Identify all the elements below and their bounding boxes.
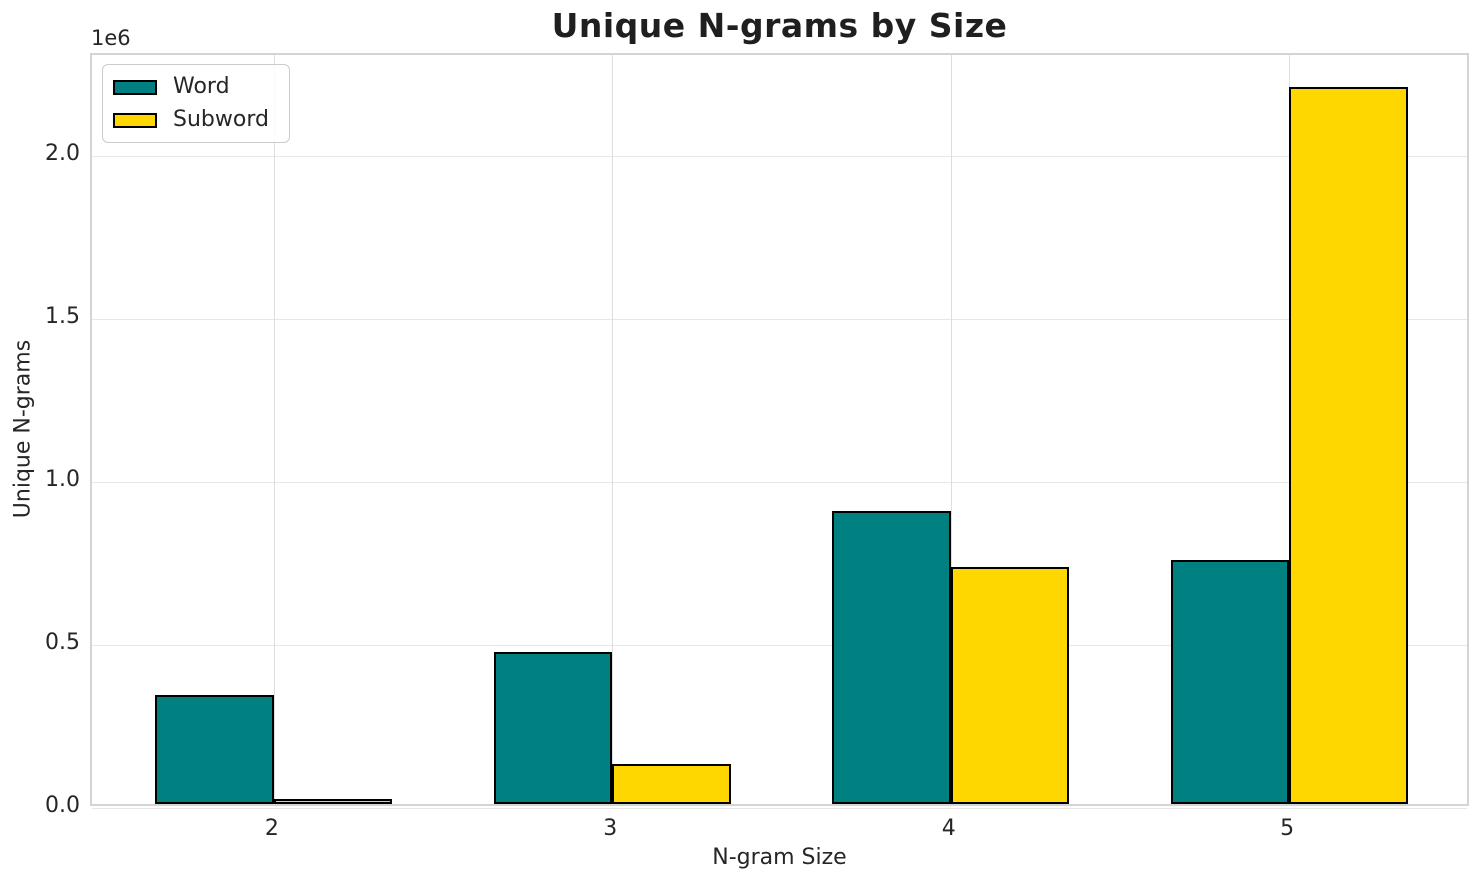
x-gridline: [950, 55, 952, 804]
x-gridline: [612, 55, 614, 804]
bar-word-3: [493, 652, 613, 804]
y-gridline: [92, 645, 1467, 646]
x-tick-label: 5: [1280, 816, 1295, 841]
y-tick-label: 0.0: [45, 793, 80, 818]
legend-item-word: Word: [113, 74, 269, 100]
bar-word-5: [1170, 559, 1290, 804]
legend-swatch-icon: [113, 112, 157, 128]
x-tick-label: 3: [603, 816, 618, 841]
y-tick-label: 2.0: [45, 141, 80, 167]
x-axis-label: N-gram Size: [712, 845, 847, 870]
legend-item-subword: Subword: [113, 107, 269, 133]
legend-swatch-icon: [113, 79, 157, 95]
legend-label: Word: [173, 74, 230, 99]
x-gridline: [273, 55, 275, 804]
y-gridline: [92, 156, 1467, 158]
bar-subword-4: [950, 567, 1070, 804]
plot-area: Word Subword: [90, 53, 1469, 809]
bar-word-2: [155, 694, 274, 804]
y-tick-label: 1.5: [45, 304, 80, 330]
chart-title: Unique N-grams by Size: [551, 6, 1008, 45]
y-tick-label: 1.0: [45, 467, 80, 493]
y-gridline: [92, 482, 1467, 484]
legend: Word Subword: [102, 64, 290, 143]
x-tick-label: 2: [264, 816, 279, 841]
y-gridline: [92, 319, 1467, 321]
bar-subword-3: [612, 763, 731, 804]
y-tick-label: 0.5: [45, 630, 80, 655]
bar-subword-5: [1289, 86, 1408, 804]
x-tick-label: 4: [941, 816, 956, 841]
y-gridline: [92, 808, 1467, 809]
bar-word-4: [832, 510, 951, 804]
legend-label: Subword: [173, 107, 269, 132]
bar-subword-2: [273, 799, 393, 804]
y-axis-offset-label: 1e6: [91, 26, 131, 50]
